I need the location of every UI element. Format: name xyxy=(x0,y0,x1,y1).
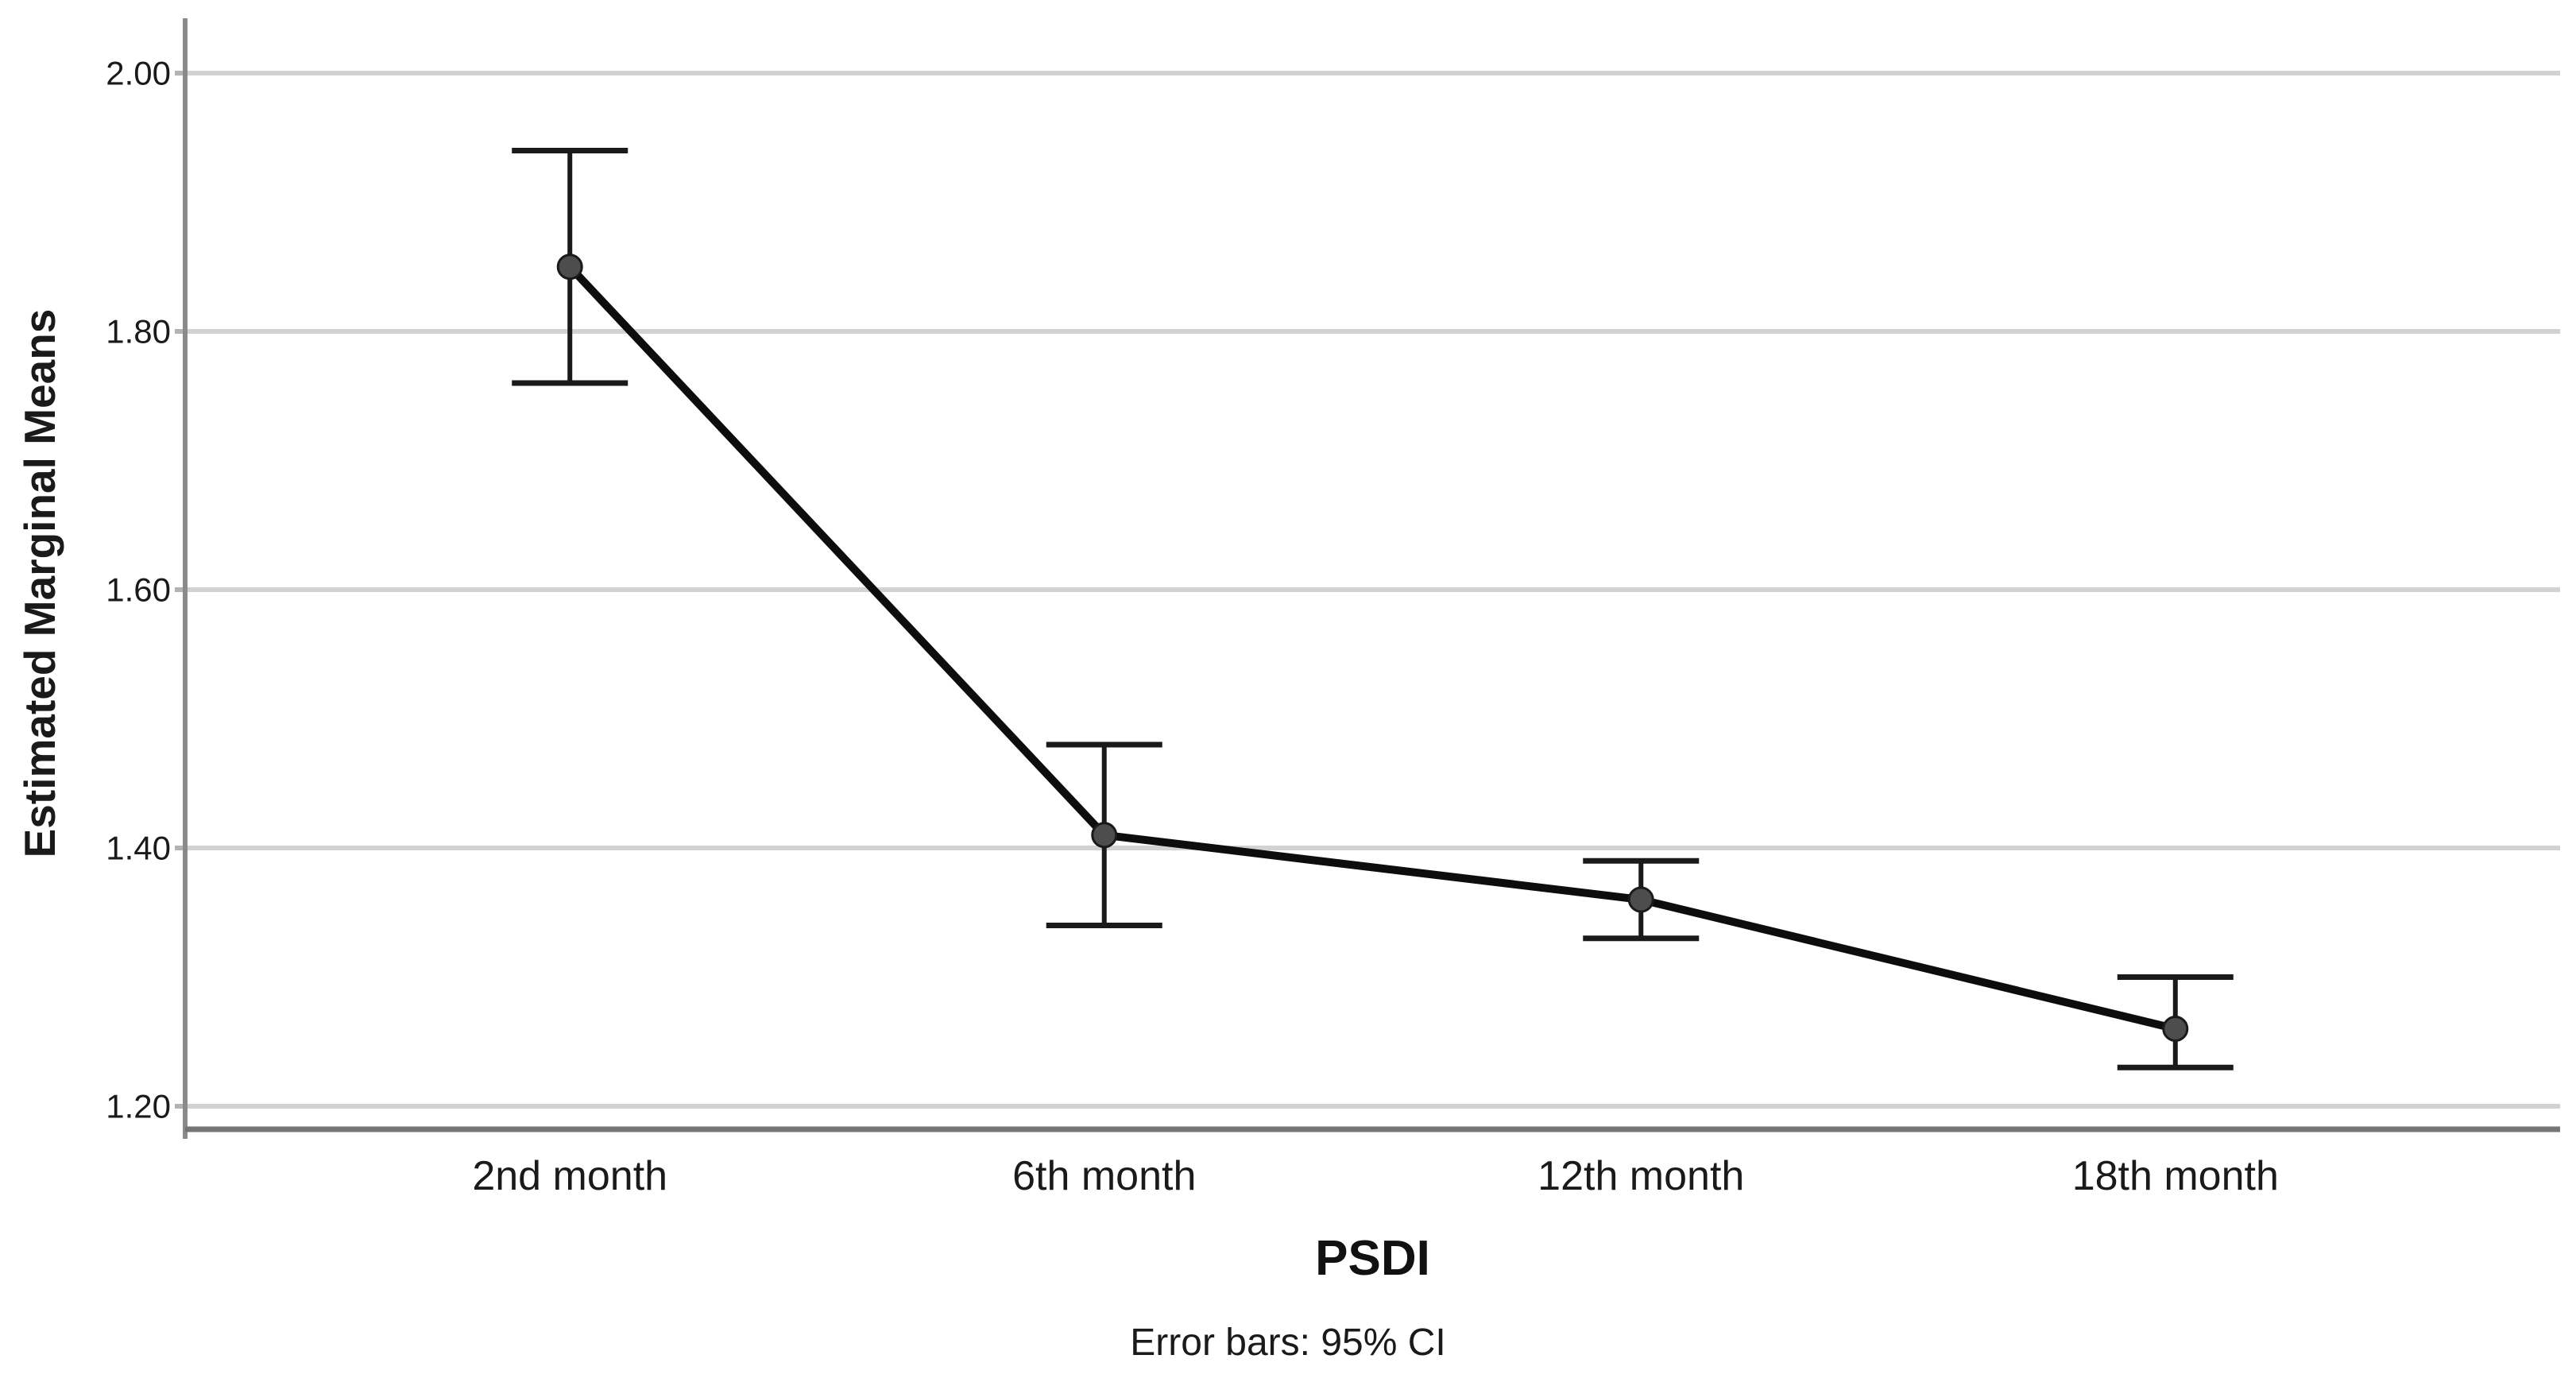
means-line xyxy=(567,264,2176,1033)
x-tick-label: 6th month xyxy=(1012,1153,1196,1199)
data-point-marker xyxy=(556,254,583,281)
x-axis-title: PSDI xyxy=(1315,1231,1430,1286)
x-tick-label: 12th month xyxy=(1537,1153,1744,1199)
y-tick-label: 1.40 xyxy=(106,829,171,866)
y-axis-title: Estimated Marginal Means xyxy=(15,308,64,858)
x-tick-label: 2nd month xyxy=(472,1153,667,1199)
y-tick-label: 1.80 xyxy=(106,312,171,350)
x-tick-label: 18th month xyxy=(2072,1153,2279,1199)
data-point-marker xyxy=(2162,1016,2189,1042)
data-point-marker xyxy=(1091,822,1118,849)
y-tick-label: 2.00 xyxy=(106,54,171,91)
y-tick-label: 1.60 xyxy=(106,571,171,608)
error-bars-caption: Error bars: 95% CI xyxy=(1130,1322,1446,1364)
data-point-marker xyxy=(1627,886,1654,913)
y-tick-label: 1.20 xyxy=(106,1087,171,1125)
